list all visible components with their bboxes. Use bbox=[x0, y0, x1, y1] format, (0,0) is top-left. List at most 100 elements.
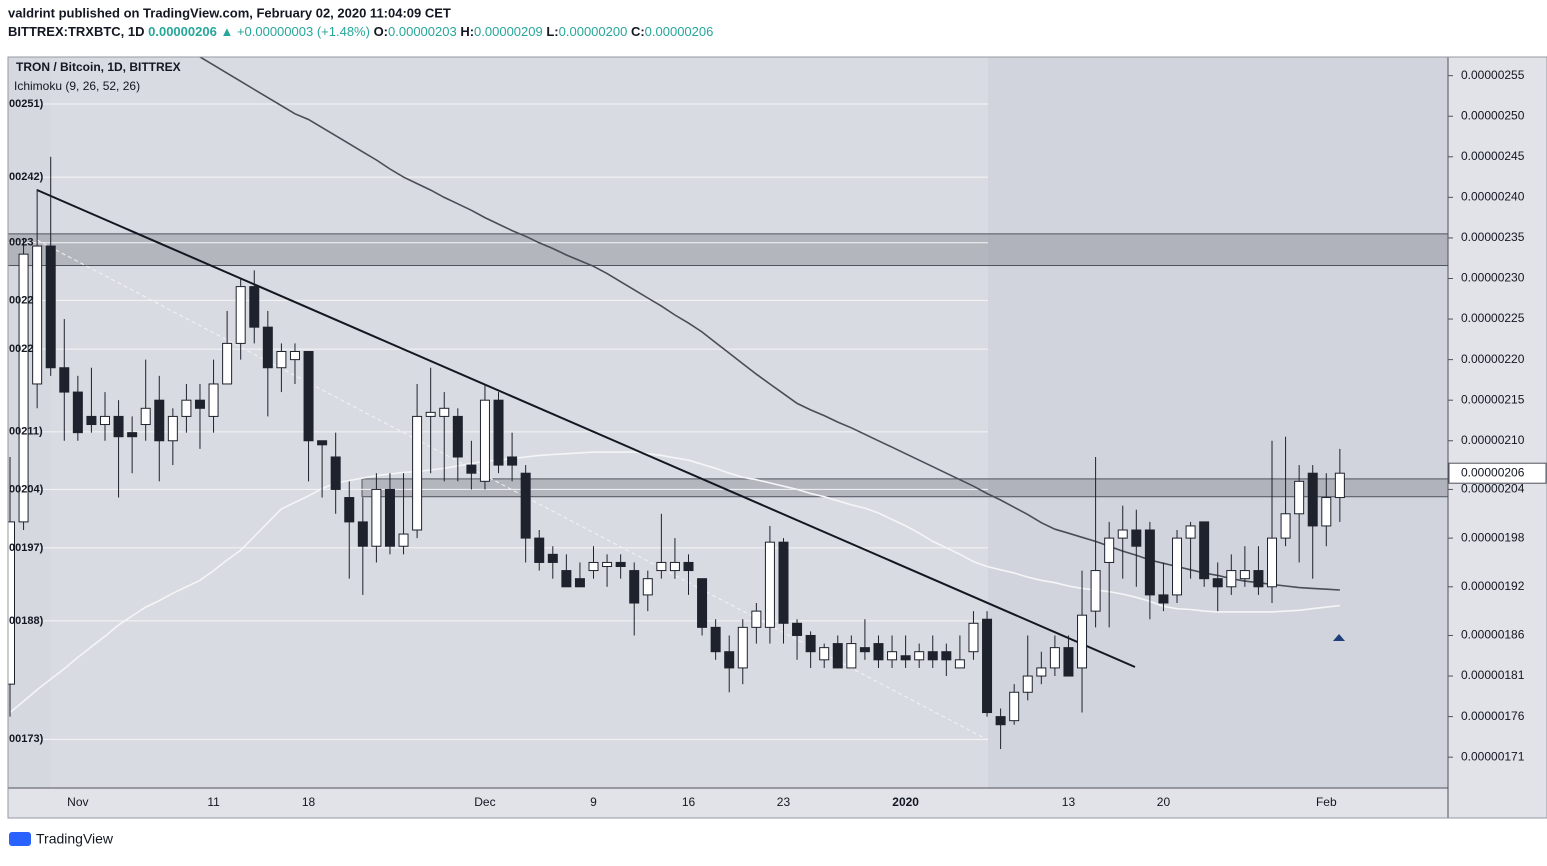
candle-body bbox=[982, 618, 993, 714]
candle-body bbox=[1185, 525, 1196, 539]
candle-body bbox=[547, 553, 558, 563]
candle-body bbox=[317, 440, 328, 446]
candle-body bbox=[764, 541, 775, 628]
y-tick-label: 0.00000245 bbox=[1461, 149, 1525, 163]
candle-body bbox=[941, 651, 952, 661]
candle-body bbox=[18, 253, 29, 523]
candle-body bbox=[507, 456, 518, 466]
candle-body bbox=[1172, 537, 1183, 596]
x-tick-label: 9 bbox=[590, 795, 597, 809]
candle-body bbox=[1131, 529, 1142, 547]
candle-body bbox=[859, 647, 870, 653]
zone bbox=[8, 233, 1448, 267]
candle-body bbox=[1009, 691, 1020, 722]
open-label: O: bbox=[374, 24, 388, 39]
candle-body bbox=[887, 651, 898, 661]
candle-body bbox=[656, 561, 667, 572]
y-tick-label: 0.00000210 bbox=[1461, 433, 1525, 447]
candle-body bbox=[32, 245, 43, 385]
candle-body bbox=[1212, 578, 1223, 588]
x-tick-label: 23 bbox=[777, 795, 791, 809]
x-tick-label: 20 bbox=[1157, 795, 1171, 809]
price-axis bbox=[1448, 57, 1547, 818]
y-tick-label: 0.00000240 bbox=[1461, 190, 1525, 204]
candle-body bbox=[384, 488, 395, 547]
candle-body bbox=[289, 351, 300, 361]
candle-body bbox=[154, 399, 165, 442]
candle-body bbox=[425, 411, 436, 417]
candle-body bbox=[439, 407, 450, 417]
indicator-label: Ichimoku (9, 26, 52, 26) bbox=[14, 79, 140, 93]
last-price-box bbox=[1448, 462, 1547, 484]
time-axis bbox=[8, 788, 1448, 818]
y-tick-label: 0.00000215 bbox=[1461, 392, 1525, 406]
last: 0.00000206 bbox=[148, 24, 217, 39]
candle-body bbox=[520, 472, 531, 539]
candle-body bbox=[561, 570, 572, 588]
candle-body bbox=[1307, 472, 1318, 527]
candle-body bbox=[1334, 472, 1345, 499]
x-tick-label: 18 bbox=[302, 795, 316, 809]
candle-body bbox=[113, 415, 124, 438]
level-label: 0022 bbox=[9, 343, 33, 355]
y-tick-label: 0.00000235 bbox=[1461, 230, 1525, 244]
level-label: 0022 bbox=[9, 294, 33, 306]
candle-body bbox=[1144, 529, 1155, 596]
candle-body bbox=[45, 245, 56, 369]
candle-body bbox=[1226, 570, 1237, 588]
labels: 00251) 00242) 0023 0022 0022 00211) 00204) 0019… bbox=[9, 68, 1547, 809]
candle-body bbox=[1280, 513, 1291, 539]
candle-body bbox=[127, 432, 138, 438]
candle-body bbox=[371, 488, 382, 547]
x-tick-label: Feb bbox=[1316, 795, 1337, 809]
candle-body bbox=[588, 561, 599, 572]
drawings bbox=[36, 189, 1136, 741]
candle-body bbox=[249, 286, 260, 328]
level-label: 00204) bbox=[9, 483, 44, 495]
chart-title: TRON / Bitcoin, 1D, BITTREX bbox=[16, 60, 181, 74]
candle-body bbox=[59, 367, 70, 393]
candle-body bbox=[1036, 667, 1047, 677]
candle-body bbox=[1104, 537, 1115, 563]
candle-body bbox=[751, 610, 762, 628]
open: 0.00000203 bbox=[388, 24, 457, 39]
candle-body bbox=[1117, 529, 1128, 539]
close-label: C: bbox=[631, 24, 645, 39]
high-label: H: bbox=[460, 24, 474, 39]
candle-body bbox=[1049, 647, 1060, 669]
candle-body bbox=[99, 415, 110, 426]
candle-body bbox=[629, 570, 640, 604]
level-label: 00251) bbox=[9, 98, 44, 110]
y-tick-label: 0.00000176 bbox=[1461, 709, 1525, 723]
candle-body bbox=[737, 626, 748, 669]
candles bbox=[8, 156, 1345, 750]
x-tick-label: Nov bbox=[67, 795, 88, 809]
low-label: L: bbox=[546, 24, 558, 39]
candle-body bbox=[167, 415, 178, 442]
x-tick-label: 13 bbox=[1062, 795, 1076, 809]
candle-body bbox=[1267, 537, 1278, 588]
y-tick-label: 0.00000198 bbox=[1461, 530, 1525, 544]
y-tick-label: 0.00000220 bbox=[1461, 352, 1525, 366]
candle-body bbox=[140, 407, 151, 426]
y-tick-label: 0.00000181 bbox=[1461, 668, 1525, 682]
candle-body bbox=[914, 651, 925, 661]
candle-body bbox=[534, 537, 545, 563]
marker-triangle bbox=[1333, 634, 1345, 641]
arrow: ▲ bbox=[220, 24, 233, 39]
candle-body bbox=[968, 622, 979, 653]
candle-body bbox=[642, 578, 653, 596]
y-tick-label: 0.00000255 bbox=[1461, 68, 1525, 82]
level-label: 00211) bbox=[9, 426, 43, 438]
brand: TradingView bbox=[36, 831, 114, 847]
candle-body bbox=[1090, 570, 1101, 612]
candle-body bbox=[344, 497, 355, 523]
candle-body bbox=[303, 351, 314, 442]
candle-body bbox=[330, 456, 341, 490]
zone bbox=[361, 478, 1448, 498]
candle-body bbox=[398, 533, 409, 547]
levels bbox=[8, 103, 988, 740]
candle-body bbox=[466, 464, 477, 474]
candle-body bbox=[1199, 521, 1210, 580]
change: +0.00000003 (+1.48%) bbox=[237, 24, 370, 39]
